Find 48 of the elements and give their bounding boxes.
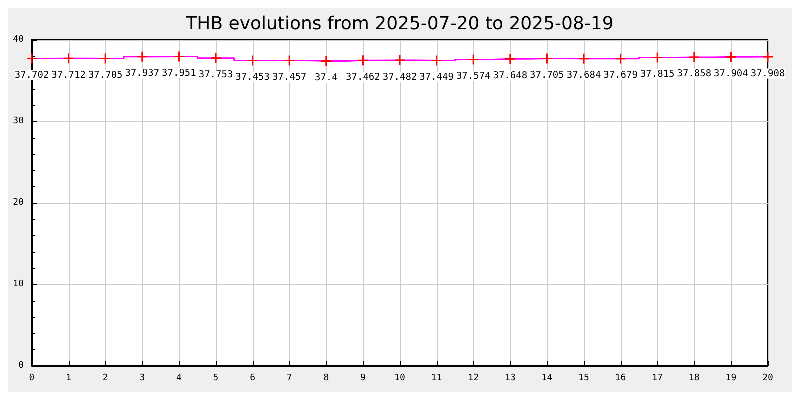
- data-label: 37.702: [14, 70, 50, 81]
- x-tick-label: 14: [542, 374, 553, 384]
- data-label: 37.858: [677, 68, 712, 80]
- x-tick-label: 20: [762, 374, 774, 384]
- data-label: 37.457: [272, 72, 307, 83]
- data-label: 37.4: [314, 72, 338, 84]
- data-label: 37.908: [750, 68, 786, 80]
- data-label: 37.712: [52, 70, 86, 81]
- x-tick-label: 18: [688, 374, 700, 384]
- x-tick-label: 5: [213, 374, 219, 384]
- data-label: 37.951: [162, 68, 197, 79]
- x-tick-label: 4: [176, 374, 182, 384]
- y-tick-label: 30: [13, 116, 24, 126]
- x-tick-label: 8: [324, 374, 330, 384]
- x-tick-label: 2: [102, 374, 108, 384]
- x-tick-label: 9: [360, 374, 366, 384]
- data-label: 37.482: [382, 72, 418, 83]
- data-label: 37.648: [493, 70, 528, 82]
- y-tick-label: 10: [13, 280, 24, 290]
- x-tick-label: 10: [394, 374, 406, 384]
- data-label: 37.449: [420, 72, 454, 84]
- data-label: 37.937: [125, 68, 160, 80]
- x-tick-label: 6: [250, 374, 256, 384]
- x-tick-label: 11: [431, 374, 442, 384]
- y-tick-label: 0: [18, 361, 24, 371]
- data-label: 37.453: [236, 72, 270, 84]
- data-label: 37.705: [530, 70, 564, 81]
- y-tick-label: 40: [13, 35, 24, 45]
- x-tick-label: 17: [652, 374, 664, 384]
- x-tick-label: 1: [66, 374, 72, 384]
- data-label: 37.679: [604, 70, 638, 82]
- x-tick-label: 7: [286, 374, 292, 384]
- data-label: 37.815: [640, 69, 675, 80]
- data-label: 37.753: [198, 70, 234, 81]
- x-tick-label: 0: [29, 374, 35, 384]
- y-tick-label: 20: [13, 198, 24, 208]
- data-label: 37.684: [566, 70, 602, 82]
- data-label: 37.574: [456, 71, 492, 82]
- x-tick-label: 15: [578, 374, 590, 384]
- x-tick-label: 16: [615, 374, 626, 384]
- x-tick-label: 3: [140, 374, 146, 384]
- data-label: 37.904: [714, 68, 749, 80]
- x-tick-label: 12: [468, 374, 480, 384]
- x-tick-label: 13: [504, 374, 516, 384]
- data-label: 37.462: [346, 72, 380, 83]
- chart-title: THB evolutions from 2025-07-20 to 2025-08-19: [185, 14, 614, 34]
- data-label: 37.705: [88, 70, 123, 81]
- x-tick-label: 19: [726, 374, 737, 384]
